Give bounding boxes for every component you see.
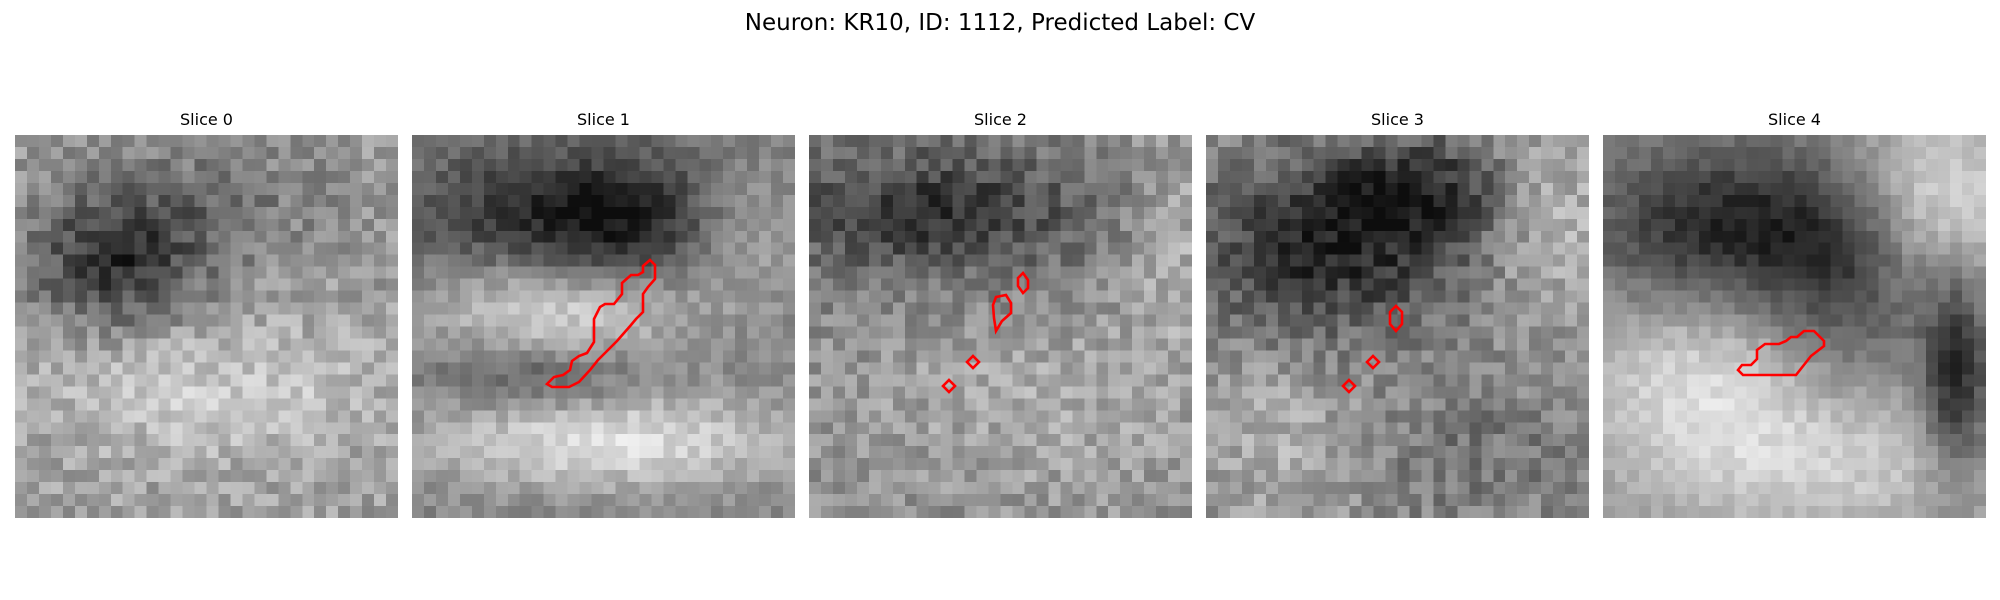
slice-image-2 xyxy=(809,135,1192,518)
slice-title-4: Slice 4 xyxy=(1768,110,1821,129)
roi-contour-overlay-3 xyxy=(1341,304,1404,394)
roi-contour xyxy=(941,378,957,394)
slice-title-3: Slice 3 xyxy=(1371,110,1424,129)
slice-image-1 xyxy=(412,135,795,518)
slice-panel-3: Slice 3 xyxy=(1206,108,1589,518)
slice-image-3 xyxy=(1206,135,1589,518)
slice-title-2: Slice 2 xyxy=(974,110,1027,129)
figure-title: Neuron: KR10, ID: 1112, Predicted Label:… xyxy=(744,10,1256,36)
slice-panel-4: Slice 4 xyxy=(1603,108,1986,518)
slice-title-1: Slice 1 xyxy=(577,110,630,129)
roi-contour xyxy=(544,258,657,389)
slice-panel-0: Slice 0 xyxy=(15,108,398,518)
slice-image-0 xyxy=(15,135,398,518)
roi-contour xyxy=(1016,270,1030,296)
roi-contour-overlay-1 xyxy=(544,258,657,389)
roi-contour xyxy=(1365,354,1381,370)
roi-contour xyxy=(1388,304,1404,333)
roi-contour-overlay-2 xyxy=(941,270,1030,394)
slice-title-0: Slice 0 xyxy=(180,110,233,129)
slice-panel-2: Slice 2 xyxy=(809,108,1192,518)
roi-contour-overlay-4 xyxy=(1736,329,1826,377)
roi-contour xyxy=(1341,378,1357,394)
slice-panel-1: Slice 1 xyxy=(412,108,795,518)
roi-contour xyxy=(965,354,981,370)
roi-contour xyxy=(1736,329,1826,377)
roi-contour xyxy=(991,293,1013,335)
slice-image-4 xyxy=(1603,135,1986,518)
